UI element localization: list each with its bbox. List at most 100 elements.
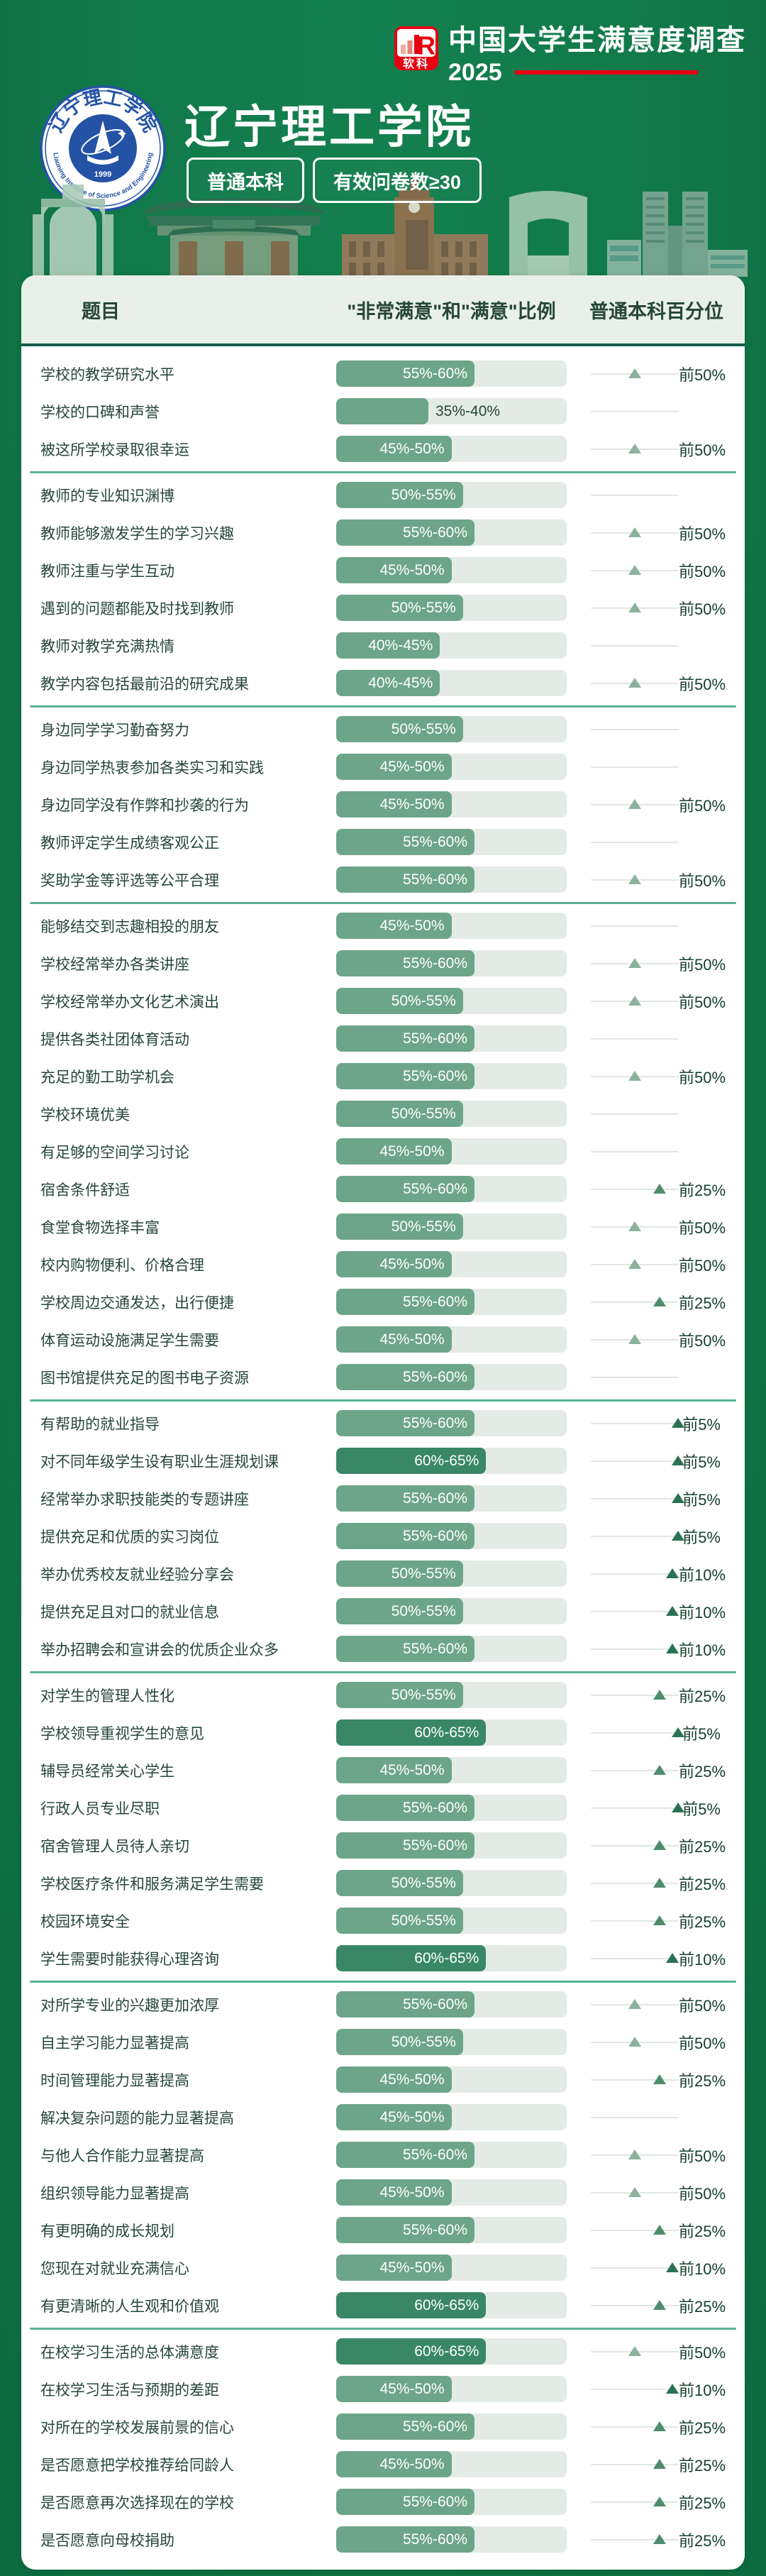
question-label: 学校医疗条件和服务满足学生需要 [40, 1876, 264, 1893]
brand-text-block: 中国大学生满意度调查 2025 [448, 26, 746, 84]
bar-range-label: 45%-50% [379, 440, 445, 457]
bar-fill: 45%-50% [336, 2179, 452, 2206]
percentile-cell: 前50% [567, 2023, 750, 2061]
question-label: 是否愿意向母校捐助 [40, 2532, 174, 2549]
satisfaction-bar: 60%-65% [336, 1719, 567, 1746]
percentile-track [591, 1764, 679, 1775]
table-row: 学校领导重视学生的意见 60%-65% 前5% [21, 1714, 745, 1751]
hero-header: R 软科 中国大学生满意度调查 2025 辽宁理工学院 Liaoning Ins… [0, 0, 766, 277]
satisfaction-bar: 45%-50% [336, 2066, 567, 2093]
table-row: 能够结交到志趣相投的朋友 45%-50% [21, 907, 745, 945]
percentile-track [591, 1998, 679, 2009]
question-label: 身边同学没有作弊和抄袭的行为 [40, 797, 249, 814]
triangle-marker-icon [628, 527, 641, 537]
group-separator [30, 705, 736, 708]
triangle-marker-icon [628, 602, 641, 612]
percentile-cell: 前25% [567, 1827, 750, 1864]
satisfaction-bar: 45%-50% [336, 1757, 567, 1783]
triangle-marker-icon [671, 1492, 684, 1503]
bar-fill: 55%-60% [336, 950, 474, 976]
bar-fill: 45%-50% [336, 1326, 452, 1353]
percentile-label: 前5% [682, 1724, 721, 1743]
satisfaction-bar: 45%-50% [336, 2179, 567, 2206]
percentile-track [591, 1492, 684, 1503]
satisfaction-bar: 45%-50% [336, 791, 567, 818]
bar-fill: 55%-60% [336, 1832, 474, 1859]
svg-text:R: R [417, 31, 435, 60]
bar-fill: 55%-60% [336, 2489, 474, 2515]
percentile-cell: 前50% [567, 355, 750, 392]
table-row: 奖助学金等评选等公平合理 55%-60% 前50% [21, 861, 745, 898]
table-row: 遇到的问题都能及时找到教师 50%-55% 前50% [21, 589, 745, 627]
percentile-label: 前5% [682, 1528, 721, 1546]
percentile-track [591, 1530, 684, 1541]
percentile-label: 前25% [679, 1912, 726, 1931]
question-label: 教学内容包括最前沿的研究成果 [40, 676, 249, 693]
triangle-marker-icon [628, 443, 641, 453]
triangle-marker-icon [628, 2186, 641, 2197]
question-label: 提供充足和优质的实习岗位 [40, 1529, 219, 1546]
triangle-marker-icon [628, 1221, 641, 1231]
question-label: 奖助学金等评选等公平合理 [40, 872, 219, 889]
table-row: 与他人合作能力显著提高 55%-60% 前50% [21, 2136, 745, 2174]
bar-range-label: 45%-50% [379, 2071, 445, 2088]
header-percentile-column: 普通本科百分位 [589, 300, 723, 322]
bar-fill: 50%-55% [336, 716, 463, 742]
percentile-label: 前50% [679, 675, 726, 693]
satisfaction-bar: 50%-55% [336, 1870, 567, 1896]
bar-range-label: 55%-60% [402, 1180, 467, 1197]
bar-fill: 50%-55% [336, 1213, 463, 1240]
triangle-marker-icon [666, 1952, 679, 1963]
table-row: 时间管理能力显著提高 45%-50% 前25% [21, 2061, 745, 2098]
table-row: 举办招聘会和宣讲会的优质企业众多 55%-60% 前10% [21, 1630, 745, 1668]
percentile-label: 前50% [679, 600, 726, 618]
question-label: 是否愿意把学校推荐给同龄人 [40, 2457, 234, 2474]
bar-range-label: 45%-50% [379, 758, 445, 775]
triangle-marker-icon [653, 2458, 666, 2469]
bar-range-label: 50%-55% [391, 1565, 456, 1582]
bar-fill: 45%-50% [336, 2376, 452, 2402]
bar-fill: 55%-60% [336, 1485, 474, 1512]
table-row: 有足够的空间学习讨论 45%-50% [21, 1133, 745, 1170]
percentile-cell: 前5% [567, 1714, 745, 1751]
percentile-label: 前50% [679, 562, 726, 580]
bar-range-label: 60%-65% [414, 1949, 479, 1966]
percentile-track [591, 1221, 679, 1231]
bar-range-label: 55%-60% [402, 1368, 467, 1385]
triangle-marker-icon [628, 2149, 641, 2159]
triangle-marker-icon [628, 1998, 641, 2009]
bar-range-label: 45%-50% [379, 2259, 445, 2276]
bar-range-label: 55%-60% [402, 1490, 467, 1507]
percentile-cell: 前50% [567, 551, 750, 589]
percentile-track [591, 1605, 679, 1616]
table-row: 教师能够激发学生的学习兴趣 55%-60% 前50% [21, 514, 745, 551]
question-label: 时间管理能力显著提高 [40, 2072, 189, 2089]
bar-range-label: 55%-60% [402, 2418, 467, 2435]
satisfaction-bar: 45%-50% [336, 913, 567, 939]
satisfaction-bar: 50%-55% [336, 1101, 567, 1127]
percentile-track [591, 1689, 679, 1700]
percentile-cell: 前25% [567, 1283, 750, 1321]
percentile-cell: 前10% [567, 1555, 750, 1592]
university-seal-logo: 辽宁理工学院 Liaoning Institute of Science and… [40, 85, 166, 211]
percentile-track [591, 1455, 684, 1465]
percentile-cell [567, 1133, 745, 1170]
percentile-track [591, 1839, 679, 1850]
triangle-marker-icon [653, 2074, 666, 2084]
table-row: 有帮助的就业指导 55%-60% 前5% [21, 1404, 745, 1442]
percentile-track [591, 1802, 684, 1812]
question-label: 有更清晰的人生观和价值观 [40, 2298, 219, 2315]
percentile-label: 前50% [679, 1218, 726, 1237]
percentile-cell: 前5% [567, 1517, 745, 1555]
percentile-track [591, 1727, 684, 1737]
university-name-title: 辽宁理工学院 [184, 101, 474, 153]
question-label: 举办招聘会和宣讲会的优质企业众多 [40, 1641, 279, 1658]
question-label: 学校的口碑和声誉 [40, 404, 160, 421]
table-row: 提供充足且对口的就业信息 50%-55% 前10% [21, 1592, 745, 1630]
percentile-label: 前25% [679, 2071, 726, 2090]
table-row: 身边同学热衷参加各类实习和实践 45%-50% [21, 748, 745, 786]
satisfaction-bar: 50%-55% [336, 482, 567, 508]
question-label: 校内购物便利、价格合理 [40, 1257, 204, 1274]
percentile-label: 前25% [679, 1181, 726, 1199]
bar-range-label: 60%-65% [414, 2343, 479, 2360]
